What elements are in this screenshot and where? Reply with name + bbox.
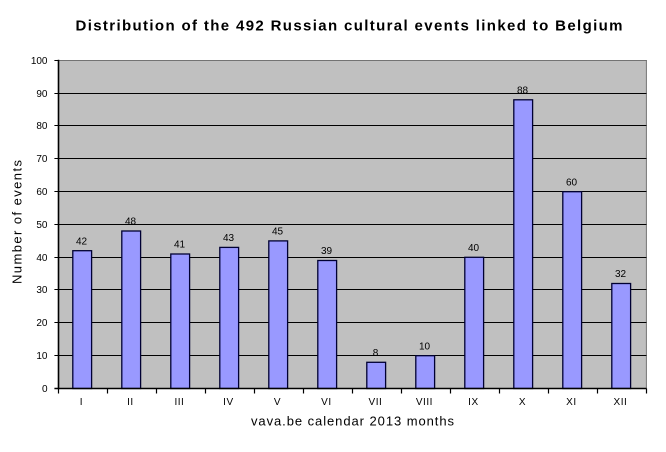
svg-text:III: III bbox=[174, 397, 184, 408]
svg-text:Distribution of the 492 Russia: Distribution of the 492 Russian cultural… bbox=[76, 18, 623, 35]
svg-text:39: 39 bbox=[321, 246, 333, 257]
svg-text:VI: VI bbox=[321, 397, 331, 408]
svg-text:40: 40 bbox=[468, 243, 480, 254]
svg-text:43: 43 bbox=[223, 233, 235, 244]
svg-text:IX: IX bbox=[468, 397, 478, 408]
svg-text:41: 41 bbox=[174, 240, 186, 251]
svg-text:II: II bbox=[127, 397, 134, 408]
svg-text:vava.be calendar 2013 months: vava.be calendar 2013 months bbox=[251, 413, 455, 428]
svg-text:8: 8 bbox=[373, 348, 379, 359]
svg-text:80: 80 bbox=[36, 121, 48, 132]
svg-text:XII: XII bbox=[614, 397, 628, 408]
svg-text:10: 10 bbox=[419, 341, 431, 352]
svg-text:60: 60 bbox=[566, 177, 578, 188]
svg-text:60: 60 bbox=[36, 187, 48, 198]
svg-text:42: 42 bbox=[76, 236, 88, 247]
svg-text:V: V bbox=[274, 397, 281, 408]
svg-text:30: 30 bbox=[36, 285, 48, 296]
svg-text:40: 40 bbox=[36, 253, 48, 264]
svg-text:48: 48 bbox=[125, 217, 137, 228]
svg-text:32: 32 bbox=[615, 269, 627, 280]
svg-text:20: 20 bbox=[36, 318, 48, 329]
svg-text:10: 10 bbox=[36, 351, 48, 362]
svg-text:X: X bbox=[519, 397, 526, 408]
svg-text:I: I bbox=[80, 397, 83, 408]
svg-text:XI: XI bbox=[566, 397, 576, 408]
svg-text:90: 90 bbox=[36, 89, 48, 100]
svg-text:50: 50 bbox=[36, 220, 48, 231]
svg-text:0: 0 bbox=[42, 384, 48, 395]
svg-text:VIII: VIII bbox=[416, 397, 433, 408]
svg-text:70: 70 bbox=[36, 154, 48, 165]
svg-text:100: 100 bbox=[31, 56, 48, 67]
svg-text:88: 88 bbox=[517, 86, 529, 97]
svg-text:VII: VII bbox=[369, 397, 383, 408]
svg-text:45: 45 bbox=[272, 227, 284, 238]
svg-text:Number of events: Number of events bbox=[9, 160, 24, 285]
svg-text:IV: IV bbox=[223, 397, 233, 408]
